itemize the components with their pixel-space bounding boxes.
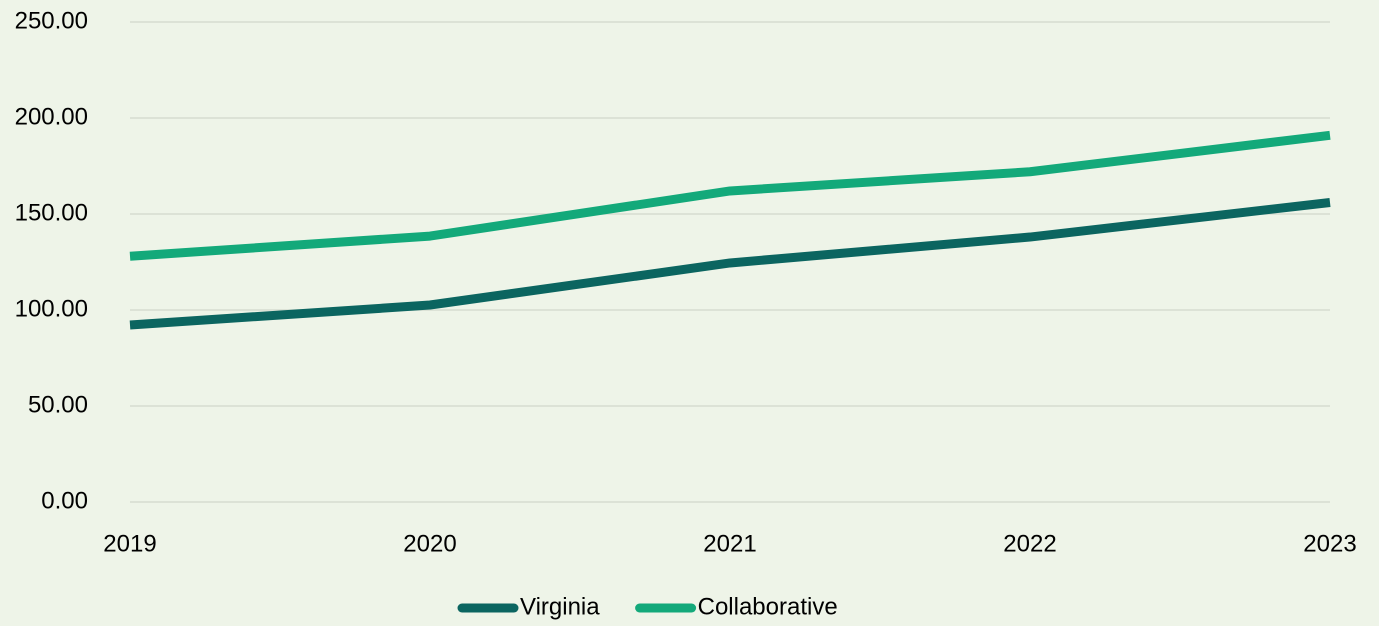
x-tick-label: 2021 bbox=[703, 530, 756, 557]
y-tick-label: 250.00 bbox=[15, 7, 88, 34]
x-tick-label: 2020 bbox=[403, 530, 456, 557]
y-tick-label: 200.00 bbox=[15, 103, 88, 130]
x-tick-label: 2022 bbox=[1003, 530, 1056, 557]
series-line bbox=[129, 130, 1331, 261]
y-tick-label: 0.00 bbox=[41, 487, 88, 514]
x-tick-label: 2019 bbox=[103, 530, 156, 557]
legend-label: Collaborative bbox=[698, 593, 838, 620]
y-tick-label: 100.00 bbox=[15, 295, 88, 322]
y-tick-label: 150.00 bbox=[15, 199, 88, 226]
legend-label: Virginia bbox=[520, 593, 600, 620]
series-line bbox=[129, 198, 1331, 330]
x-tick-label: 2023 bbox=[1303, 530, 1356, 557]
y-tick-label: 50.00 bbox=[28, 391, 88, 418]
